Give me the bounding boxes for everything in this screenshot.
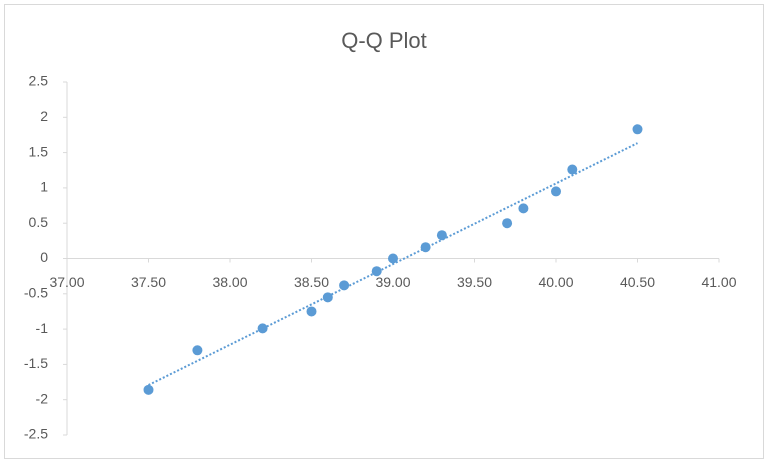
point	[257, 323, 268, 334]
chart-frame	[4, 4, 764, 459]
point	[551, 186, 561, 197]
x-tick-label: 39.50	[457, 274, 492, 290]
y-tick-label: -2.5	[24, 426, 48, 442]
y-tick-label: -0.5	[24, 285, 48, 301]
point	[436, 230, 447, 241]
point	[143, 384, 154, 395]
x-tick-label: 41.00	[701, 274, 736, 290]
point	[306, 306, 317, 317]
point	[371, 266, 382, 277]
y-tick-label: 0.5	[29, 214, 49, 230]
y-tick-label: 2.5	[29, 73, 49, 89]
point	[420, 242, 431, 253]
point	[388, 253, 398, 264]
point	[567, 164, 578, 175]
point	[192, 345, 203, 356]
point	[518, 203, 529, 214]
point	[322, 292, 333, 303]
trendline	[148, 142, 638, 386]
x-tick-label: 38.00	[212, 274, 247, 290]
x-tick-label: 38.50	[294, 274, 329, 290]
y-tick-label: -1	[36, 320, 49, 336]
chart-title: Q-Q Plot	[341, 28, 427, 53]
x-tick-label: 39.00	[375, 274, 410, 290]
x-tick-label: 40.00	[538, 274, 573, 290]
y-tick-label: 0	[40, 249, 48, 265]
point	[339, 280, 350, 291]
y-tick-label: -1.5	[24, 355, 48, 371]
y-tick-label: -2	[36, 390, 49, 406]
y-tick-label: 1.5	[29, 143, 49, 159]
y-tick-label: 2	[40, 108, 48, 124]
x-tick-label: 40.50	[620, 274, 655, 290]
point	[502, 218, 513, 229]
y-tick-label: 1	[40, 179, 48, 195]
point	[632, 124, 643, 135]
x-tick-label: 37.00	[49, 274, 84, 290]
x-tick-label: 37.50	[131, 274, 166, 290]
